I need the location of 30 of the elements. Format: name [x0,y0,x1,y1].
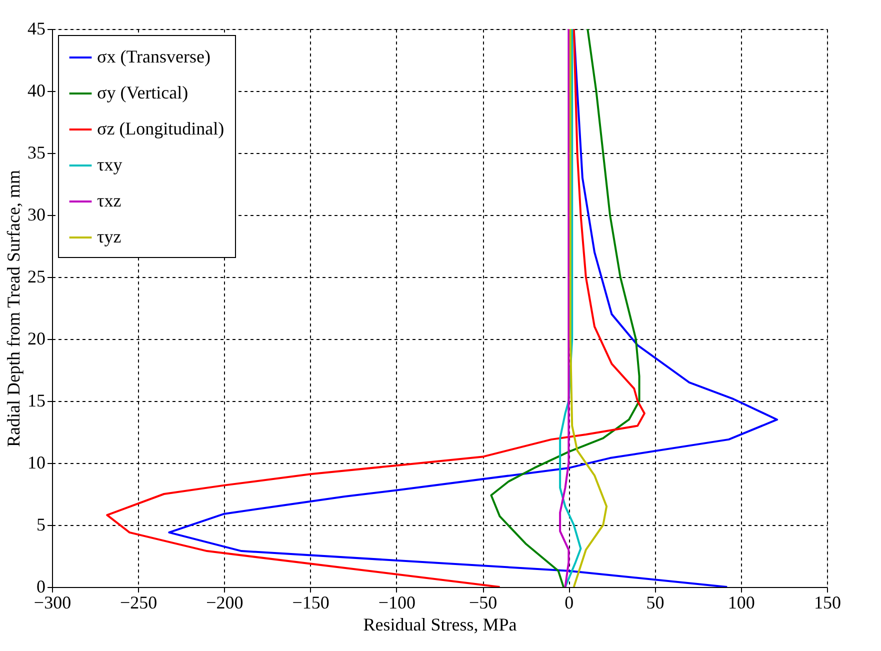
x-tick-label: 150 [814,592,841,612]
x-tick-label: −150 [292,592,330,612]
x-tick-label: −200 [206,592,244,612]
line-series [490,29,640,587]
line-series [559,29,582,587]
y-axis-title: Radial Depth from Tread Surface, mm [4,170,24,447]
legend-label: τyz [97,226,122,246]
x-tick-label: −50 [468,592,498,612]
legend-label: τxz [97,190,122,210]
legend-label: σz (Longitudinal) [97,118,224,138]
line-series [559,29,570,587]
y-tick-label: 45 [28,18,46,38]
x-axis-title: Residual Stress, MPa [363,614,517,634]
y-tick-label: 15 [28,390,46,410]
x-tick-label: 50 [646,592,664,612]
y-tick-label: 40 [28,80,46,100]
x-tick-label: 100 [728,592,755,612]
x-tick-label: 0 [564,592,574,612]
line-series [569,29,608,587]
y-tick-label: 10 [28,452,46,472]
x-tick-label: −250 [120,592,158,612]
y-tick-label: 25 [28,266,46,286]
legend-label: τxy [97,154,122,174]
y-tick-label: 30 [28,204,46,224]
y-tick-label: 5 [36,514,46,534]
y-tick-label: 35 [28,142,46,162]
legend-label: σy (Vertical) [97,82,188,102]
legend-label: σx (Transverse) [97,46,211,66]
y-tick-label: 20 [28,328,46,348]
x-tick-label: −100 [378,592,416,612]
